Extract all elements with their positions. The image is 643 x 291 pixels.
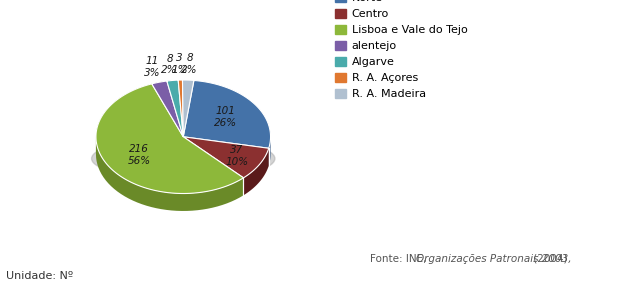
Polygon shape: [96, 84, 244, 194]
Ellipse shape: [91, 138, 275, 180]
Polygon shape: [96, 84, 152, 154]
Polygon shape: [183, 80, 194, 98]
Text: Fonte: INE,: Fonte: INE,: [370, 254, 430, 264]
Text: Unidade: Nº: Unidade: Nº: [6, 272, 73, 281]
Polygon shape: [178, 80, 183, 97]
Text: 3
1%: 3 1%: [171, 53, 188, 75]
Text: 11
3%: 11 3%: [144, 56, 161, 78]
Polygon shape: [244, 148, 269, 195]
Text: 101
26%: 101 26%: [214, 106, 237, 128]
Text: Organizações Patronais 2003,: Organizações Patronais 2003,: [416, 254, 572, 264]
Polygon shape: [183, 137, 269, 178]
Polygon shape: [152, 81, 183, 137]
Text: 8
2%: 8 2%: [181, 54, 198, 75]
Polygon shape: [183, 80, 271, 148]
Text: 8
2%: 8 2%: [161, 54, 177, 75]
Polygon shape: [96, 137, 244, 211]
Text: 216
56%: 216 56%: [127, 144, 150, 166]
Polygon shape: [167, 80, 183, 137]
Polygon shape: [178, 80, 183, 137]
Text: (2004): (2004): [530, 254, 568, 264]
Polygon shape: [183, 80, 194, 137]
Legend: Norte, Centro, Lisboa e Vale do Tejo, alentejo, Algarve, R. A. Açores, R. A. Mad: Norte, Centro, Lisboa e Vale do Tejo, al…: [333, 0, 470, 101]
Polygon shape: [269, 137, 271, 166]
Polygon shape: [152, 81, 167, 101]
Polygon shape: [167, 80, 178, 98]
Text: 37
10%: 37 10%: [225, 145, 248, 167]
